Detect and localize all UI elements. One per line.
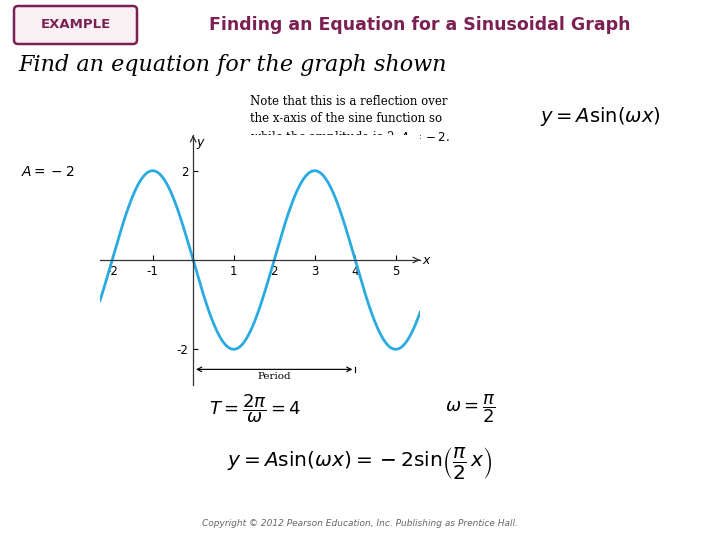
Text: Note that this is a reflection over: Note that this is a reflection over — [250, 95, 448, 108]
Text: EXAMPLE: EXAMPLE — [41, 18, 111, 31]
Text: $y = A\sin\!\left(\omega x\right)$: $y = A\sin\!\left(\omega x\right)$ — [540, 105, 660, 128]
Text: the x-axis of the sine function so: the x-axis of the sine function so — [250, 112, 442, 125]
Text: $y = A\sin\!\left(\omega x\right) = -2\sin\!\left(\dfrac{\pi}{2}\,x\right)$: $y = A\sin\!\left(\omega x\right) = -2\s… — [228, 445, 492, 481]
Text: $y$: $y$ — [196, 137, 206, 151]
Text: Period: Period — [257, 372, 291, 381]
Text: Finding an Equation for a Sinusoidal Graph: Finding an Equation for a Sinusoidal Gra… — [210, 16, 631, 34]
Text: Find an equation for the graph shown: Find an equation for the graph shown — [18, 54, 446, 76]
Text: $T = \dfrac{2\pi}{\omega} = 4$: $T = \dfrac{2\pi}{\omega} = 4$ — [209, 392, 301, 424]
Text: $A = -2$: $A = -2$ — [22, 165, 75, 179]
FancyBboxPatch shape — [14, 6, 137, 44]
Text: Copyright © 2012 Pearson Education, Inc. Publishing as Prentice Hall.: Copyright © 2012 Pearson Education, Inc.… — [202, 519, 518, 528]
Text: $\omega = \dfrac{\pi}{2}$: $\omega = \dfrac{\pi}{2}$ — [445, 392, 495, 424]
Text: while the amplitude is 2, $A = -2$.: while the amplitude is 2, $A = -2$. — [250, 129, 450, 146]
Text: $x$: $x$ — [422, 253, 432, 267]
